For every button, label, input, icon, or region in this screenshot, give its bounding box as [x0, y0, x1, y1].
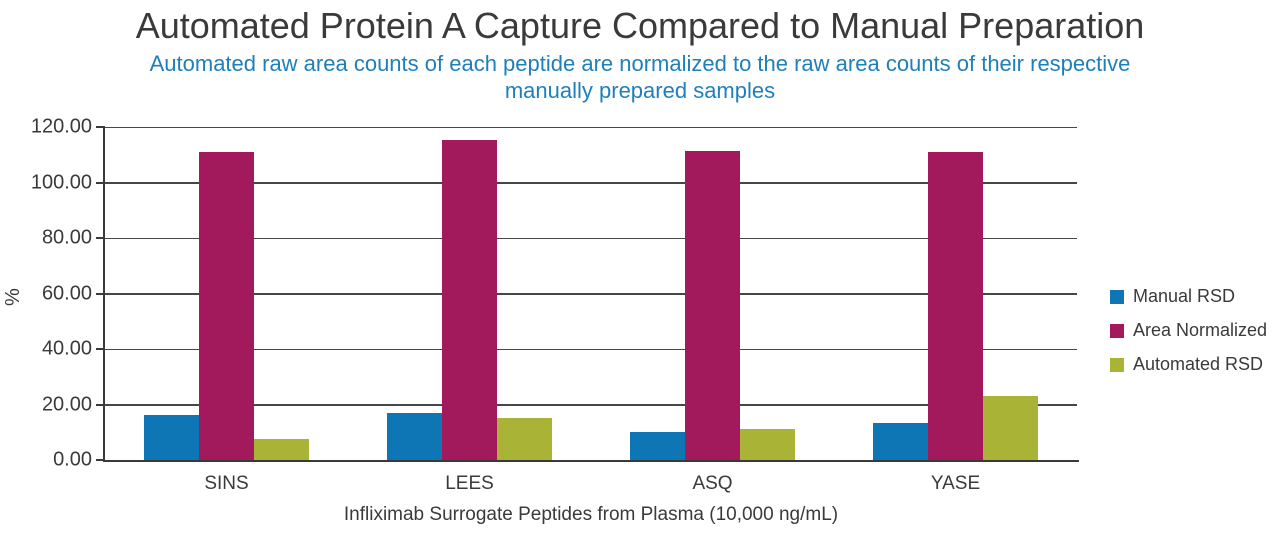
y-axis-tick-label-60: 60.00 [41, 282, 92, 304]
legend-item-area-normalized: Area Normalized [1110, 318, 1267, 343]
y-axis-tick-label-100: 100.00 [30, 171, 92, 193]
bar-area-normalized-lees [442, 140, 497, 460]
legend-label-area-normalized: Area Normalized [1133, 320, 1268, 340]
gridline-100 [105, 182, 1077, 184]
chart-subtitle-line1: Automated raw area counts of each peptid… [149, 51, 1131, 76]
legend-item-manual-rsd: Manual RSD [1110, 284, 1267, 309]
gridline-80 [105, 237, 1077, 239]
bar-area-normalized-asq [685, 150, 740, 460]
x-axis-label-sins: SINS [204, 473, 249, 494]
bar-automated-rsd-yase [983, 395, 1038, 460]
y-axis-tick-100 [96, 181, 104, 184]
gridline-40 [105, 348, 1077, 350]
bar-manual-rsd-lees [387, 412, 442, 460]
legend-label-manual-rsd: Manual RSD [1133, 286, 1236, 306]
y-axis-tick-40 [96, 348, 104, 350]
y-axis-tick-labels: 0.00 20.00 40.00 60.00 80.00 100.00 120.00 [0, 116, 92, 471]
legend: Manual RSD Area Normalized Automated RSD [1110, 284, 1267, 386]
y-axis-tick-0 [96, 459, 104, 461]
x-axis-tick-labels: SINS LEES ASQ YASE [105, 473, 1077, 497]
y-axis-tick-80 [96, 237, 104, 239]
bar-area-normalized-sins [199, 151, 254, 460]
bar-automated-rsd-lees [497, 418, 552, 460]
y-axis-tick-label-0: 0.00 [53, 448, 92, 471]
y-axis-tick-120 [96, 126, 104, 128]
gridline-120 [105, 126, 1077, 128]
legend-swatch-automated-rsd [1110, 357, 1124, 372]
y-axis-tick-label-20: 20.00 [41, 393, 92, 415]
bar-automated-rsd-asq [740, 429, 795, 460]
x-axis-label-asq: ASQ [692, 473, 733, 494]
bar-manual-rsd-asq [630, 431, 685, 460]
y-axis-tick-20 [96, 403, 104, 406]
legend-label-automated-rsd: Automated RSD [1133, 354, 1264, 374]
y-axis-tick-label-80: 80.00 [41, 226, 92, 249]
legend-swatch-manual-rsd [1110, 289, 1124, 304]
x-axis-line [103, 460, 1079, 462]
bar-manual-rsd-sins [144, 415, 199, 460]
chart-subtitle-line2: manually prepared samples [504, 78, 776, 103]
x-axis-label-lees: LEES [445, 473, 494, 494]
chart-subtitle: Automated raw area counts of each peptid… [110, 50, 1170, 104]
y-axis-line [103, 126, 105, 462]
x-axis-title: Infliximab Surrogate Peptides from Plasm… [343, 504, 839, 525]
chart-title: Automated Protein A Capture Compared to … [135, 5, 1145, 46]
y-axis-tick-60 [96, 292, 104, 295]
bar-manual-rsd-yase [873, 422, 928, 460]
legend-item-automated-rsd: Automated RSD [1110, 352, 1267, 377]
y-axis-tick-label-40: 40.00 [41, 337, 92, 360]
gridline-60 [105, 293, 1077, 295]
y-axis-tick-label-120: 120.00 [30, 115, 92, 138]
x-axis-label-yase: YASE [930, 473, 981, 494]
legend-swatch-area-normalized [1110, 323, 1124, 338]
gridline-20 [105, 404, 1077, 406]
bar-automated-rsd-sins [254, 439, 309, 460]
plot-area [96, 126, 1077, 461]
bar-area-normalized-yase [928, 151, 983, 460]
